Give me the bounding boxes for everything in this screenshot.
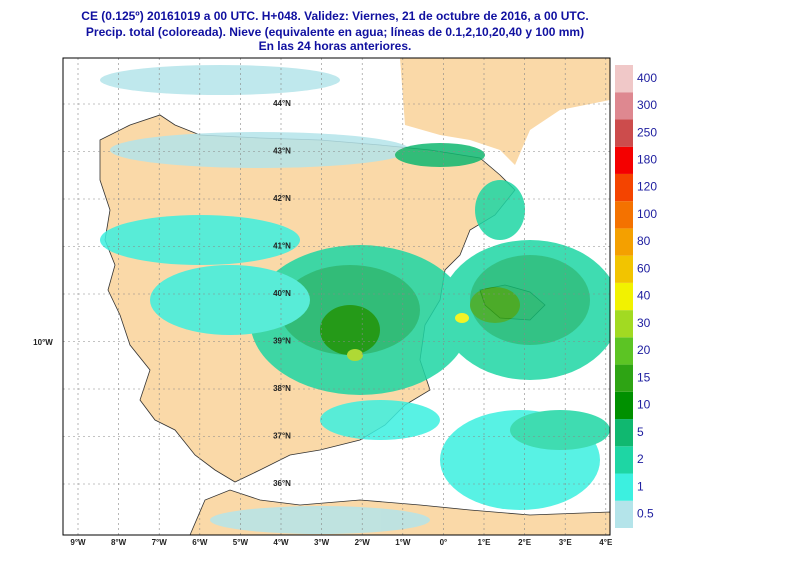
latitude-label: 42°N xyxy=(273,194,291,203)
latitude-label: 44°N xyxy=(273,99,291,108)
legend-swatch xyxy=(615,173,633,202)
legend-swatch xyxy=(615,337,633,365)
latitude-label: 39°N xyxy=(273,337,291,346)
legend-swatch xyxy=(615,391,633,420)
longitude-label: 2°W xyxy=(355,538,371,547)
legend-label: 1 xyxy=(637,479,644,493)
legend-swatch xyxy=(615,419,633,447)
longitude-label: 4°E xyxy=(599,538,613,547)
legend-swatch xyxy=(615,201,633,229)
legend-label: 300 xyxy=(637,98,657,112)
title-line: CE (0.125º) 20161019 a 00 UTC. H+048. Va… xyxy=(81,9,588,23)
legend-label: 250 xyxy=(637,125,657,139)
graticule xyxy=(63,58,610,535)
legend-label: 15 xyxy=(637,370,651,384)
legend-label: 2 xyxy=(637,452,644,466)
precipitation xyxy=(100,65,610,534)
legend-swatch xyxy=(615,92,633,120)
legend-label: 180 xyxy=(637,152,657,166)
map xyxy=(63,58,610,535)
legend-swatch xyxy=(615,500,633,528)
longitude-label: 4°W xyxy=(273,538,289,547)
title-line: Precip. total (coloreada). Nieve (equiva… xyxy=(86,25,584,39)
legend-swatch xyxy=(615,473,633,501)
latitude-label: 38°N xyxy=(273,384,291,393)
longitude-label: 3°E xyxy=(559,538,573,547)
legend: 0.5 1 2 5 10 15 20 30 40 60 80 100 120 180 250 300 400 xyxy=(615,65,657,528)
legend-label: 100 xyxy=(637,207,657,221)
legend-swatch xyxy=(615,119,633,147)
longitude-label: 8°W xyxy=(111,538,127,547)
legend-swatch xyxy=(615,446,633,474)
longitude-label: 2°E xyxy=(518,538,532,547)
legend-label: 20 xyxy=(637,343,651,357)
latitude-label: 37°N xyxy=(273,432,291,441)
legend-swatch xyxy=(615,146,633,174)
longitude-label: 0° xyxy=(440,538,448,547)
latitude-label: 41°N xyxy=(273,242,291,251)
legend-swatch xyxy=(615,364,633,392)
longitude-label: 1°E xyxy=(478,538,492,547)
longitude-label: 7°W xyxy=(152,538,168,547)
france xyxy=(400,58,610,165)
legend-label: 120 xyxy=(637,180,657,194)
longitude-label: 10°W xyxy=(33,338,53,347)
legend-swatch xyxy=(615,310,633,338)
title-line: En las 24 horas anteriores. xyxy=(259,39,412,53)
map-frame xyxy=(62,57,611,536)
legend-swatch xyxy=(615,228,633,256)
latitude-label: 43°N xyxy=(273,147,291,156)
legend-label: 400 xyxy=(637,71,657,85)
longitude-label: 1°W xyxy=(395,538,411,547)
longitude-label: 6°W xyxy=(192,538,208,547)
longitude-label: 3°W xyxy=(314,538,330,547)
legend-label: 60 xyxy=(637,261,651,275)
legend-label: 40 xyxy=(637,289,651,303)
longitude-label: 9°W xyxy=(70,538,86,547)
latitude-label: 36°N xyxy=(273,479,291,488)
legend-label: 0.5 xyxy=(637,507,654,521)
legend-label: 10 xyxy=(637,398,651,412)
legend-swatch xyxy=(615,255,633,283)
legend-label: 80 xyxy=(637,234,651,248)
legend-swatch xyxy=(615,65,633,93)
legend-swatch xyxy=(615,282,633,311)
legend-label: 30 xyxy=(637,316,651,330)
longitude-label: 5°W xyxy=(233,538,249,547)
latitude-label: 40°N xyxy=(273,289,291,298)
legend-label: 5 xyxy=(637,425,644,439)
